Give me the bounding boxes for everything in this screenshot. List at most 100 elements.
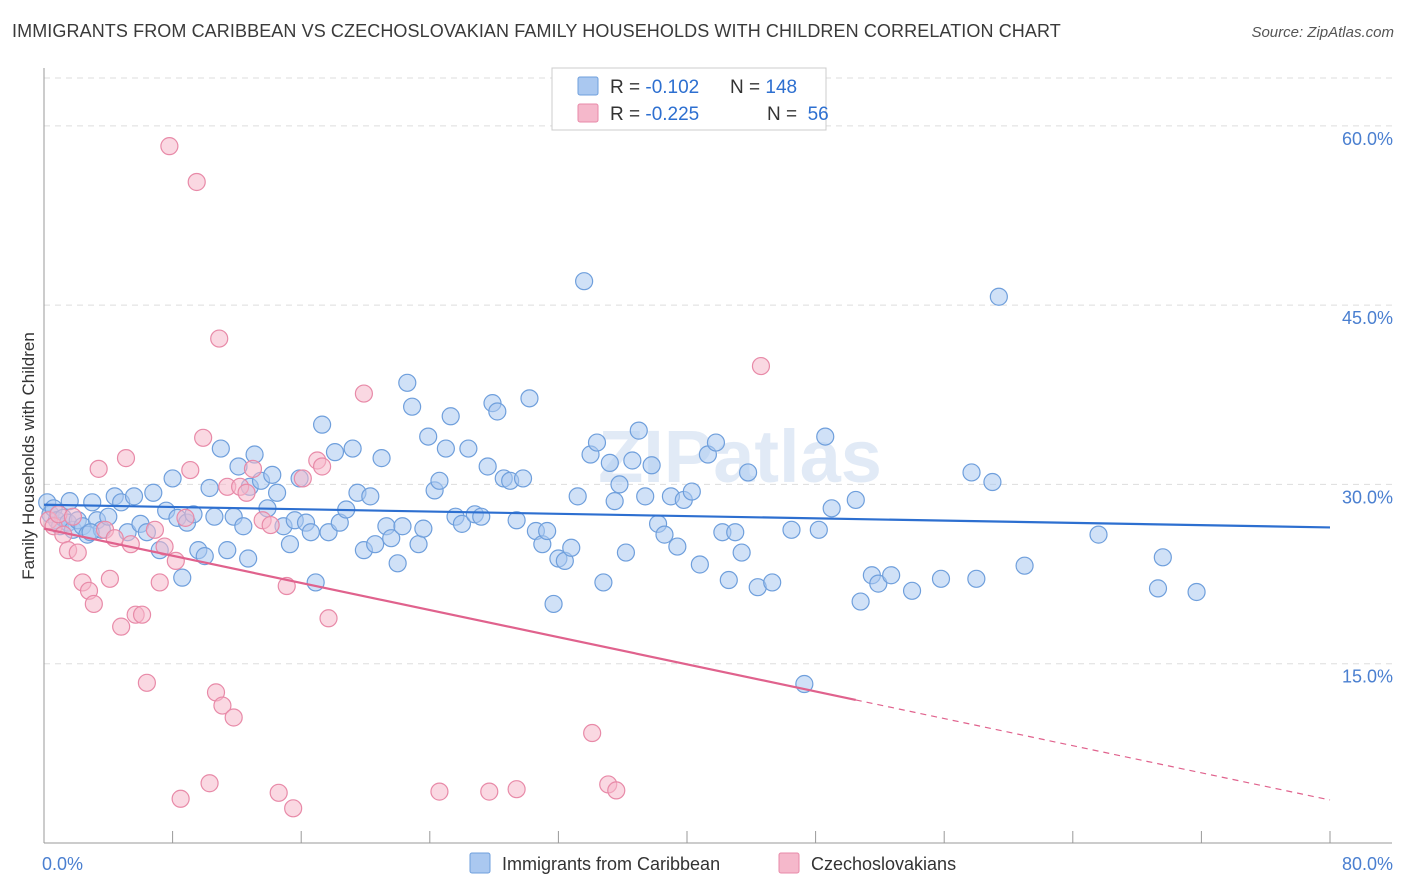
caribbean-point <box>719 570 738 590</box>
series-swatch-czechoslovakians <box>778 852 800 874</box>
caribbean-point <box>568 487 587 506</box>
caribbean-point <box>738 463 758 482</box>
czechoslovakian-point <box>200 774 219 793</box>
series-label-caribbean: Immigrants from Caribbean <box>502 854 720 874</box>
caribbean-point <box>414 519 433 538</box>
caribbean-point <box>459 439 478 458</box>
trend-lines <box>43 503 1331 801</box>
czechoslovakian-point <box>261 515 280 535</box>
czechoslovakian-point <box>112 617 131 636</box>
czechoslovakian-point <box>137 673 156 692</box>
caribbean-point <box>562 538 581 557</box>
caribbean-point <box>234 517 253 536</box>
caribbean-point <box>280 535 300 554</box>
caribbean-point <box>403 397 422 416</box>
czechoslovakian-point <box>507 780 526 799</box>
series-legend: Immigrants from Caribbean Czechoslovakia… <box>469 852 956 874</box>
caribbean-point <box>1187 582 1206 602</box>
legend-r-label: R = <box>610 104 645 125</box>
legend-n-label: N = <box>767 104 802 125</box>
caribbean-point <box>263 465 282 484</box>
caribbean-point <box>763 573 782 592</box>
czechoslovakian-point <box>284 799 303 818</box>
caribbean-trend-line <box>43 503 1331 529</box>
svg-text:N = 56: N = 56 <box>730 104 855 125</box>
chart-source: Source: ZipAtlas.com <box>1251 24 1394 41</box>
y-tick-label: 60.0% <box>1342 129 1393 149</box>
stats-legend: R = -0.102 N = 148 R = -0.225 N = 56 <box>551 67 855 131</box>
czechoslovakian-point <box>121 535 140 554</box>
czechoslovakian-point <box>210 329 229 348</box>
caribbean-point <box>507 511 526 530</box>
caribbean-point <box>361 487 380 506</box>
x-tick-label: 80.0% <box>1342 854 1393 874</box>
caribbean-point <box>325 443 345 462</box>
caribbean-point <box>393 517 412 536</box>
czechoslovakian-trend-extension <box>855 699 1331 801</box>
caribbean-point <box>267 483 287 502</box>
x-tick-label: 0.0% <box>42 854 83 874</box>
czechoslovakian-point <box>237 483 256 502</box>
caribbean-point <box>869 574 888 593</box>
caribbean-point <box>372 449 391 468</box>
czechoslovakian-point <box>312 457 332 476</box>
y-tick-label: 30.0% <box>1342 487 1393 507</box>
legend-r-label: R = <box>610 77 645 98</box>
caribbean-point <box>629 421 648 440</box>
caribbean-point <box>682 482 701 501</box>
caribbean-point <box>544 594 563 614</box>
legend-r-value: -0.225 <box>645 104 699 125</box>
caribbean-point <box>538 521 557 541</box>
caribbean-point <box>623 451 642 470</box>
caribbean-point <box>382 529 401 548</box>
y-tick-label: 45.0% <box>1342 308 1393 328</box>
axes <box>43 68 1392 844</box>
czechoslovakian-point <box>269 783 288 802</box>
czechoslovakian-point <box>100 569 120 588</box>
caribbean-point <box>409 535 428 554</box>
series-swatch-caribbean <box>469 852 491 874</box>
caribbean-point <box>513 469 533 488</box>
grid-lines <box>44 77 1392 665</box>
czechoslovakian-point <box>354 384 373 403</box>
caribbean-point <box>388 554 407 573</box>
caribbean-point <box>398 373 417 392</box>
caribbean-point <box>173 568 192 587</box>
legend-r-value: -0.102 <box>645 77 699 98</box>
caribbean-point <box>205 507 224 526</box>
caribbean-point <box>616 543 636 562</box>
caribbean-point <box>851 592 870 611</box>
czechoslovakian-point <box>132 605 152 624</box>
caribbean-point <box>636 487 655 506</box>
caribbean-point <box>1153 548 1172 567</box>
caribbean-point <box>782 520 801 539</box>
czechoslovakian-point <box>243 459 263 478</box>
czechoslovakian-point <box>194 428 213 447</box>
legend-n-label: N = <box>730 77 765 98</box>
caribbean-point <box>732 543 751 562</box>
caribbean-point <box>1089 525 1108 544</box>
caribbean-point <box>809 520 828 539</box>
caribbean-point <box>520 389 539 408</box>
caribbean-point <box>163 469 182 488</box>
legend-n-value: 148 <box>765 77 797 98</box>
czechoslovakian-trend-line <box>43 527 857 701</box>
caribbean-point <box>983 472 1002 492</box>
caribbean-point <box>343 439 362 458</box>
czechoslovakian-point <box>430 782 449 801</box>
caribbean-point <box>902 581 922 600</box>
caribbean-point <box>312 415 332 434</box>
czechoslovakian-point <box>224 708 243 727</box>
caribbean-point <box>967 569 986 588</box>
caribbean-point <box>726 523 745 542</box>
svg-text:N = 148: N = 148 <box>730 77 797 98</box>
caribbean-point <box>301 523 320 542</box>
czechoslovakian-point <box>63 507 83 526</box>
caribbean-point <box>419 427 438 446</box>
legend-swatch-blue <box>577 76 599 96</box>
czechoslovakian-point <box>84 594 103 614</box>
legend-n-value: 56 <box>802 104 828 125</box>
caribbean-point <box>195 547 214 566</box>
caribbean-point <box>430 471 449 490</box>
caribbean-point <box>472 507 491 526</box>
